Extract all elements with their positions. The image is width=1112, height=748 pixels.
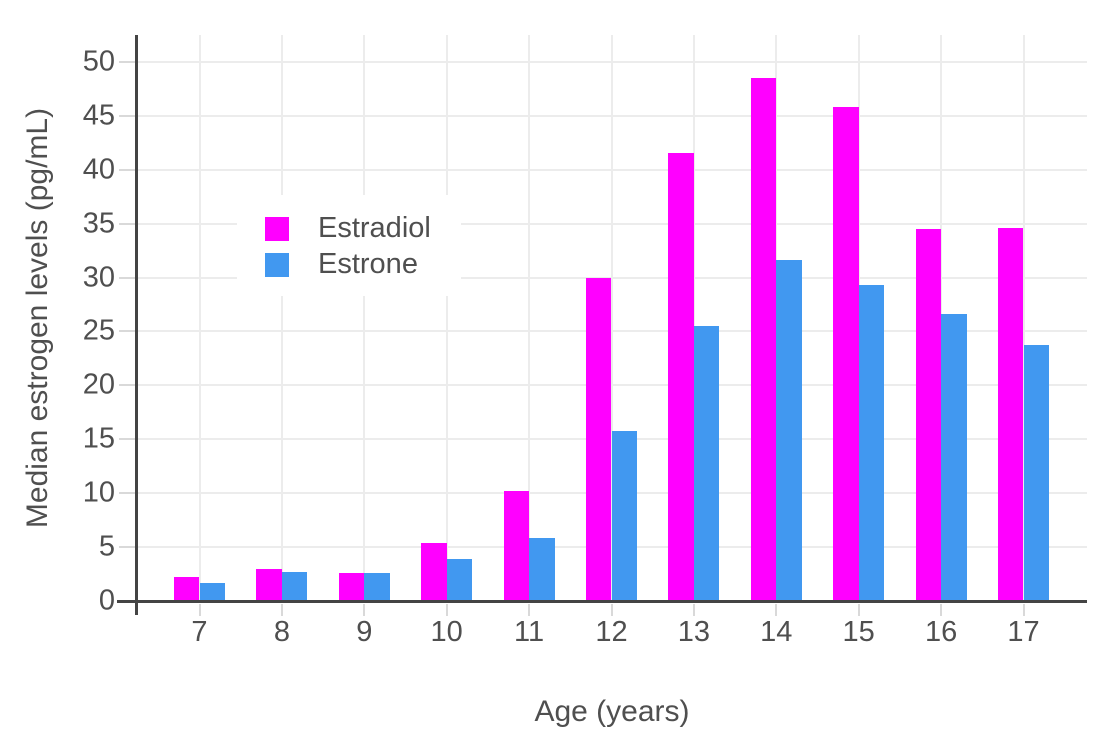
y-tick-5 <box>119 546 136 549</box>
x-tick-label-12: 12 <box>595 616 628 648</box>
x-tick-14 <box>775 604 778 616</box>
x-tick-12 <box>610 604 613 616</box>
bar-estradiol-age-9[interactable] <box>338 572 365 601</box>
y-tick-30 <box>119 276 136 279</box>
gridline-vertical-13 <box>692 35 695 601</box>
y-tick-label-50: 50 <box>82 45 115 78</box>
gridline-horizontal-40 <box>137 168 1087 171</box>
bar-estrone-age-15[interactable] <box>858 285 885 601</box>
x-tick-8 <box>280 604 283 616</box>
bar-estrone-age-9[interactable] <box>364 572 390 601</box>
x-tick-7 <box>198 604 201 616</box>
legend-label-estrone: Estrone <box>318 248 418 280</box>
x-tick-15 <box>857 604 860 616</box>
y-tick-label-20: 20 <box>82 368 115 401</box>
y-tick-50 <box>119 60 136 63</box>
x-tick-13 <box>692 604 695 616</box>
bar-estradiol-age-10[interactable] <box>421 542 447 601</box>
x-tick-label-15: 15 <box>842 616 875 648</box>
bar-estrone-age-17[interactable] <box>1023 345 1050 601</box>
bar-estrone-age-12[interactable] <box>611 430 638 601</box>
bar-estrone-age-10[interactable] <box>446 558 473 601</box>
x-tick-label-11: 11 <box>514 616 545 648</box>
x-tick-label-9: 9 <box>356 616 373 648</box>
y-tick-25 <box>119 330 136 333</box>
y-tick-15 <box>119 438 136 441</box>
y-tick-label-10: 10 <box>82 476 115 509</box>
bar-estradiol-age-15[interactable] <box>833 107 859 601</box>
legend-label-estradiol: Estradiol <box>318 212 431 244</box>
x-tick-label-17: 17 <box>1007 616 1040 648</box>
gridline-horizontal-45 <box>137 114 1087 117</box>
bar-estradiol-age-8[interactable] <box>256 568 282 601</box>
x-tick-10 <box>445 604 448 616</box>
gridline-vertical-7 <box>198 35 201 601</box>
x-tick-11 <box>528 604 531 616</box>
x-axis-title: Age (years) <box>534 695 690 728</box>
bar-estradiol-age-7[interactable] <box>173 577 200 601</box>
y-tick-label-5: 5 <box>98 530 115 563</box>
bar-estrone-age-8[interactable] <box>281 571 308 601</box>
y-tick-label-45: 45 <box>82 99 115 132</box>
y-tick-35 <box>119 222 136 225</box>
y-tick-label-30: 30 <box>82 261 115 294</box>
x-tick-16 <box>940 604 943 616</box>
y-tick-20 <box>119 384 136 387</box>
estradiol-legend-swatch-icon <box>265 216 289 241</box>
bar-estradiol-age-17[interactable] <box>997 227 1024 601</box>
gridline-horizontal-20 <box>137 384 1087 387</box>
gridline-vertical-9 <box>363 35 366 601</box>
x-tick-17 <box>1022 604 1025 616</box>
legend-item-estrone[interactable]: Estrone <box>265 248 431 281</box>
y-tick-40 <box>119 168 136 171</box>
bar-estrone-age-11[interactable] <box>529 538 555 601</box>
bar-estradiol-age-16[interactable] <box>915 229 942 601</box>
gridline-vertical-10 <box>445 35 448 601</box>
bar-estrone-age-7[interactable] <box>199 582 226 601</box>
x-tick-label-10: 10 <box>430 616 463 648</box>
bar-estradiol-age-11[interactable] <box>503 491 530 601</box>
bar-estradiol-age-14[interactable] <box>750 78 777 601</box>
gridline-horizontal-25 <box>137 330 1087 333</box>
bar-estrone-age-14[interactable] <box>776 260 802 601</box>
estrone-legend-swatch-icon <box>265 252 289 277</box>
bar-estradiol-age-12[interactable] <box>585 277 612 601</box>
gridline-vertical-12 <box>610 35 613 601</box>
x-tick-label-16: 16 <box>924 616 958 648</box>
y-tick-label-25: 25 <box>82 314 115 347</box>
gridline-vertical-17 <box>1022 35 1025 601</box>
x-tick-label-8: 8 <box>273 616 290 648</box>
gridline-horizontal-30 <box>137 276 1087 279</box>
x-tick-label-7: 7 <box>191 616 208 648</box>
y-axis-title: Median estrogen levels (pg/mL) <box>21 107 54 529</box>
y-axis-line <box>135 35 138 615</box>
y-tick-label-0: 0 <box>98 584 115 617</box>
gridline-vertical-8 <box>280 35 283 601</box>
legend: Estradiol Estrone <box>237 195 461 296</box>
x-tick-9 <box>363 604 366 616</box>
gridline-vertical-11 <box>528 35 531 601</box>
x-tick-label-13: 13 <box>677 616 711 648</box>
y-tick-label-15: 15 <box>82 422 115 455</box>
x-axis-line <box>117 600 1087 603</box>
gridline-horizontal-50 <box>137 60 1087 63</box>
y-tick-45 <box>119 114 136 117</box>
legend-item-estradiol[interactable]: Estradiol <box>265 212 431 245</box>
y-tick-label-35: 35 <box>82 207 115 240</box>
bar-estrone-age-16[interactable] <box>941 314 967 601</box>
y-tick-label-40: 40 <box>82 153 115 186</box>
x-tick-label-14: 14 <box>760 616 793 648</box>
y-tick-10 <box>119 492 136 495</box>
gridline-horizontal-35 <box>137 222 1087 225</box>
bar-estradiol-age-13[interactable] <box>668 152 694 601</box>
bar-estrone-age-13[interactable] <box>693 326 720 601</box>
